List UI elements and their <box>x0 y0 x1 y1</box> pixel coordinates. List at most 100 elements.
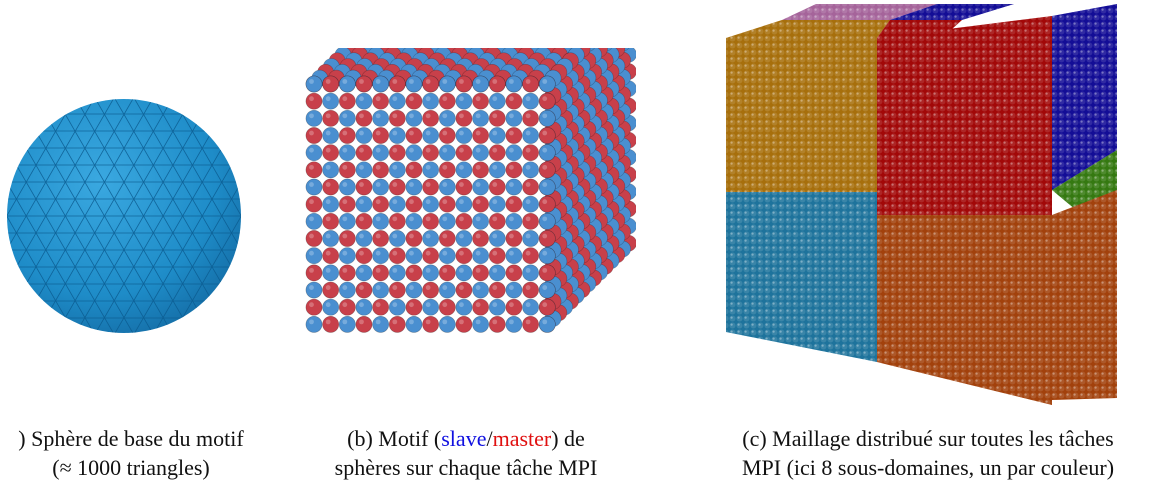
sphere-highlight <box>325 96 331 102</box>
sphere-dot <box>388 127 406 144</box>
caption-b: (b) Motif (slave/master) de sphères sur … <box>296 424 636 482</box>
sphere-dot <box>355 144 373 162</box>
sphere-dot <box>455 109 473 127</box>
sphere-dot <box>538 178 556 196</box>
sphere-highlight <box>409 267 414 273</box>
sphere-highlight <box>459 319 464 325</box>
caption-b-slave: slave <box>441 426 487 451</box>
sphere-highlight <box>392 285 398 290</box>
sphere-dot <box>488 315 506 333</box>
sphere-dot <box>538 230 556 247</box>
sphere-highlight <box>525 147 531 153</box>
sphere-highlight <box>359 285 364 290</box>
sphere-highlight <box>375 233 381 239</box>
sphere-dot <box>488 144 506 162</box>
sphere-highlight <box>509 319 514 325</box>
sphere-dot <box>405 281 423 299</box>
sphere-dot <box>338 298 356 316</box>
sphere-highlight <box>442 164 448 170</box>
sphere-dot <box>538 247 556 265</box>
subdomain-front-lower-left-texture <box>726 192 877 362</box>
sphere-highlight <box>442 79 448 84</box>
sphere-highlight <box>375 182 381 187</box>
sphere-highlight <box>459 302 464 308</box>
subdomain-right-lower-texture <box>1052 190 1117 400</box>
sphere-highlight <box>492 113 498 119</box>
sphere-dot <box>388 281 406 299</box>
sphere-highlight <box>442 285 448 290</box>
sphere-highlight <box>375 199 381 205</box>
sphere-dot <box>305 212 323 230</box>
sphere-highlight <box>442 113 448 119</box>
sphere-dot <box>472 75 490 93</box>
sphere-dot <box>388 75 406 93</box>
sphere-highlight <box>309 182 314 187</box>
sphere-highlight <box>542 130 548 136</box>
sphere-dot <box>422 230 440 247</box>
sphere-highlight <box>392 302 398 308</box>
sphere-dot <box>405 92 423 110</box>
sphere-dot <box>372 247 390 265</box>
sphere-dot <box>438 264 456 282</box>
sphere-highlight <box>492 319 498 325</box>
sphere-highlight <box>425 199 431 205</box>
sphere-highlight <box>442 130 448 136</box>
sphere-highlight <box>309 285 314 290</box>
sphere-dot <box>355 230 373 247</box>
panel-a-sphere <box>0 90 250 340</box>
sphere-dot <box>338 92 356 110</box>
caption-a-line1: ) Sphère de base du motif <box>18 426 244 451</box>
sphere-highlight <box>359 216 364 222</box>
sphere-dot <box>455 230 473 247</box>
sphere-highlight <box>542 319 548 325</box>
sphere-dot <box>338 144 356 162</box>
mesh-edge <box>160 99 241 333</box>
sphere-highlight <box>492 267 498 273</box>
sphere-dot <box>505 75 523 93</box>
sphere-dot <box>422 127 440 144</box>
sphere-dot <box>472 212 490 230</box>
caption-b-master: master <box>492 426 552 451</box>
sphere-highlight <box>325 147 331 153</box>
sphere-dot <box>305 92 323 110</box>
sphere-highlight <box>459 250 464 256</box>
subdomain-front-upper-right-texture <box>877 16 1052 215</box>
sphere-dot <box>338 75 356 93</box>
sphere-dot <box>405 161 423 179</box>
sphere-highlight <box>359 250 364 256</box>
sphere-dot <box>422 315 440 333</box>
sphere-highlight <box>409 319 414 325</box>
sphere-highlight <box>325 267 331 273</box>
sphere-dot <box>505 161 523 179</box>
sphere-dot <box>422 92 440 110</box>
sphere-highlight <box>325 113 331 119</box>
sphere-highlight <box>375 302 381 308</box>
sphere-highlight <box>542 147 548 153</box>
sphere-dot <box>422 212 440 230</box>
sphere-dot <box>405 247 423 265</box>
sphere-dot <box>305 109 323 127</box>
sphere-dot <box>338 109 356 127</box>
sphere-highlight <box>359 113 364 119</box>
sphere-dot <box>372 109 390 127</box>
sphere-highlight <box>425 267 431 273</box>
sphere-dot <box>488 298 506 316</box>
sphere-dot <box>505 92 523 110</box>
sphere-highlight <box>392 250 398 256</box>
sphere-highlight <box>525 302 531 308</box>
sphere-dot <box>472 127 490 144</box>
sphere-dot <box>472 92 490 110</box>
sphere-highlight <box>459 79 464 84</box>
sphere-highlight <box>425 285 431 290</box>
sphere-dot <box>355 315 373 333</box>
sphere-dot <box>305 144 323 162</box>
sphere-highlight <box>475 285 481 290</box>
sphere-dot <box>322 109 340 127</box>
sphere-highlight <box>342 302 348 308</box>
sphere-highlight <box>509 233 514 239</box>
sphere-dot <box>372 92 390 110</box>
sphere-dot <box>322 315 340 333</box>
sphere-highlight <box>342 113 348 119</box>
sphere-dot <box>338 127 356 144</box>
sphere-dot <box>538 92 556 110</box>
